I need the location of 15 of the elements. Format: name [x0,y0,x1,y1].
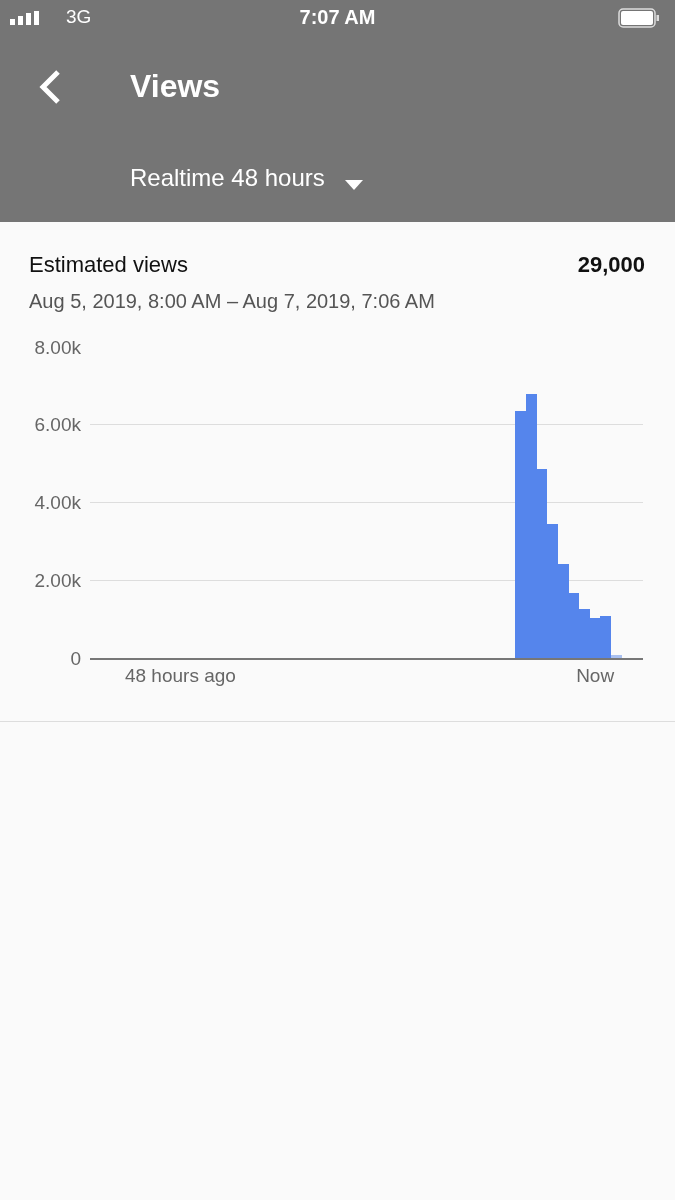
y-tick-label: 0 [70,647,81,669]
x-tick-label: Now [576,665,615,687]
chart-subtitle: Estimated views [29,252,188,278]
text: 7:07 AM [299,6,376,28]
y-tick-label: 4.00k [34,492,82,514]
y-tick-label: 6.00k [34,414,82,436]
y-tick-label: 8.00k [34,336,82,358]
text: 29,000 [577,252,645,278]
text: Realtime 48 hours [130,164,325,192]
text: Aug 5, 2019, 8:00 AM – Aug 7, 2019, 7:06 AM [29,290,435,313]
y-tick-label: 2.00k [34,569,82,591]
x-tick-label: 48 hours ago [124,665,236,687]
chart-title: Views [130,68,221,105]
text: 3G [66,6,92,28]
bar [611,654,622,658]
